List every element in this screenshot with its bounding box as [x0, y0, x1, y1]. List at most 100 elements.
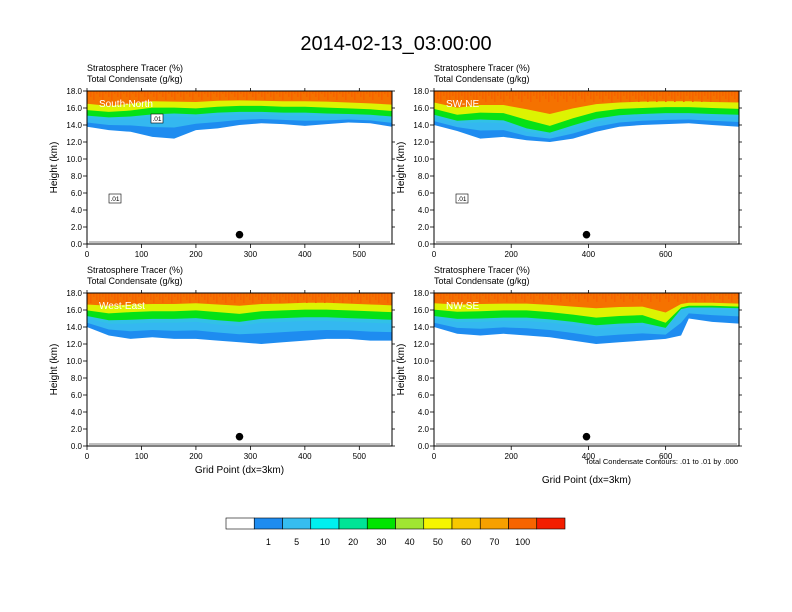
tracer-fringe — [285, 91, 287, 94]
tracer-fringe — [494, 293, 496, 299]
tracer-fringe — [635, 91, 637, 99]
x-tick-label: 200 — [189, 452, 203, 461]
tracer-fringe — [662, 293, 664, 296]
tracer-fringe — [728, 91, 730, 102]
tracer-fringe — [656, 91, 658, 102]
tracer-fringe — [611, 91, 613, 102]
x-tick-label: 100 — [135, 452, 149, 461]
tracer-fringe — [473, 91, 475, 99]
tracer-fringe — [162, 91, 164, 97]
tracer-fringe — [557, 91, 559, 102]
y-tick-label: 4.0 — [71, 408, 83, 417]
tracer-fringe — [485, 91, 487, 102]
tracer-fringe — [446, 293, 448, 296]
tracer-fringe — [333, 91, 335, 97]
y-tick-label: 2.0 — [418, 425, 430, 434]
tracer-fringe — [297, 293, 299, 303]
colorbar-label: 60 — [461, 537, 471, 547]
contour-footnote: Total Condensate Contours: .01 to .01 by… — [585, 457, 738, 466]
tracer-fringe — [378, 91, 380, 97]
tracer-fringe — [560, 91, 562, 96]
tracer-fringe — [476, 293, 478, 299]
y-tick-label: 2.0 — [418, 223, 430, 232]
y-tick-label: 18.0 — [413, 87, 429, 96]
tracer-fringe — [234, 293, 236, 303]
tracer-fringe — [324, 293, 326, 303]
tracer-fringe — [303, 91, 305, 94]
tracer-fringe — [593, 293, 595, 299]
tracer-fringe — [252, 91, 254, 97]
tracer-fringe — [503, 293, 505, 299]
colorbar-label: 1 — [266, 537, 271, 547]
tracer-fringe — [390, 91, 392, 100]
tracer-fringe — [96, 293, 98, 300]
tracer-fringe — [512, 293, 514, 299]
x-tick-label: 100 — [135, 250, 149, 259]
tracer-fringe — [455, 293, 457, 296]
tracer-fringe — [524, 293, 526, 302]
y-tick-label: 4.0 — [418, 408, 430, 417]
tracer-fringe — [216, 91, 218, 97]
tracer-fringe — [114, 293, 116, 300]
tracer-fringe — [491, 293, 493, 296]
tracer-fringe — [584, 91, 586, 102]
tracer-fringe — [440, 293, 442, 299]
tracer-fringe — [108, 293, 110, 303]
y-tick-label: 2.0 — [71, 223, 83, 232]
y-tick-label: 14.0 — [66, 323, 82, 332]
tracer-fringe — [515, 293, 517, 302]
tracer-fringe — [434, 293, 436, 302]
x-tick-label: 500 — [353, 452, 367, 461]
colorbar-swatch — [253, 517, 283, 530]
tracer-fringe — [599, 293, 601, 296]
tracer-fringe — [608, 91, 610, 99]
tracer-fringe — [306, 293, 308, 303]
contour-label: .01 — [153, 116, 162, 123]
tracer-fringe — [276, 293, 278, 300]
tracer-fringe — [485, 293, 487, 299]
tracer-fringe — [494, 91, 496, 102]
tracer-fringe — [491, 91, 493, 99]
tracer-fringe — [174, 293, 176, 297]
tracer-fringe — [243, 91, 245, 97]
panel-nw-se: 0.0 2.0 4.0 6.0 8.0 10.0 12.0 14.0 16.0 18.0 0 200 4… — [396, 265, 742, 486]
tracer-fringe — [351, 293, 353, 303]
tracer-fringe — [566, 293, 568, 299]
tracer-fringe — [725, 91, 727, 99]
tracer-fringe — [689, 91, 691, 99]
colorbar-swatch — [451, 517, 481, 530]
tracer-fringe — [548, 91, 550, 102]
tracer-fringe — [674, 91, 676, 102]
tracer-fringe — [249, 91, 251, 94]
tracer-fringe — [614, 293, 616, 302]
tracer-fringe — [153, 91, 155, 97]
tracer-fringe — [587, 91, 589, 96]
tracer-fringe — [315, 293, 317, 303]
tracer-fringe — [201, 91, 203, 100]
tracer-fringe — [536, 91, 538, 99]
tracer-fringe — [716, 91, 718, 99]
tracer-fringe — [228, 91, 230, 100]
tracer-fringe — [252, 293, 254, 303]
y-tick-label: 6.0 — [71, 189, 83, 198]
tracer-fringe — [363, 91, 365, 100]
tracer-fringe — [476, 91, 478, 102]
y-tick-label: 0.0 — [418, 240, 430, 249]
panel-title-tracer: Stratosphere Tracer (%) — [434, 63, 530, 73]
tracer-fringe — [668, 293, 670, 302]
tracer-fringe — [363, 293, 365, 297]
panel-title-condensate: Total Condensate (g/kg) — [87, 74, 183, 84]
colorbar-label: 70 — [489, 537, 499, 547]
tracer-fringe — [458, 91, 460, 102]
tracer-fringe — [243, 293, 245, 303]
tracer-fringe — [264, 293, 266, 297]
tracer-fringe — [141, 91, 143, 94]
tracer-fringe — [665, 91, 667, 102]
tracer-fringe — [620, 293, 622, 299]
tracer-fringe — [668, 91, 670, 96]
tracer-fringe — [273, 293, 275, 297]
y-tick-label: 6.0 — [418, 391, 430, 400]
tracer-fringe — [159, 293, 161, 300]
y-tick-label: 18.0 — [413, 289, 429, 298]
tracer-fringe — [545, 91, 547, 99]
